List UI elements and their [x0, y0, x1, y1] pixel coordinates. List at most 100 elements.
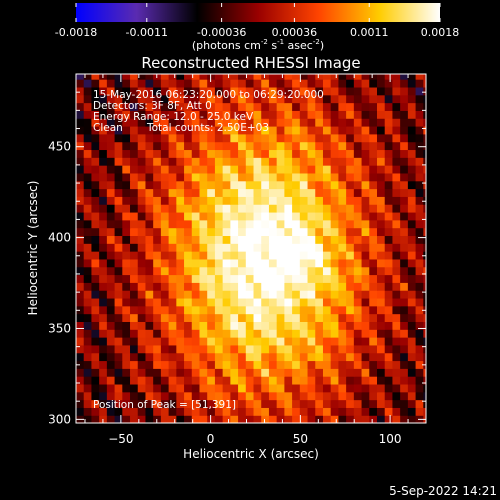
heatmap-cell: [400, 251, 409, 260]
heatmap-cell: [106, 376, 116, 385]
heatmap-cell: [130, 258, 139, 268]
heatmap-cell: [168, 407, 177, 416]
heatmap-cell: [276, 376, 285, 385]
heatmap-cell: [176, 243, 185, 252]
heatmap-cell: [276, 290, 285, 299]
heatmap-cell: [91, 329, 100, 338]
heatmap-cell: [145, 297, 154, 307]
heatmap-cell: [338, 188, 347, 197]
heatmap-cell: [261, 258, 270, 268]
heatmap-cell: [122, 149, 131, 158]
heatmap-cell: [338, 165, 347, 174]
heatmap-cell: [322, 149, 332, 158]
heatmap-cell: [176, 313, 185, 322]
heatmap-cell: [369, 235, 378, 244]
heatmap-cell: [114, 188, 123, 197]
heatmap-cell: [83, 204, 93, 213]
heatmap-cell: [384, 352, 394, 362]
heatmap-cell: [377, 415, 386, 423]
heatmap-cell: [377, 125, 386, 135]
heatmap-cell: [99, 102, 108, 111]
heatmap-cell: [106, 110, 116, 119]
heatmap-cell: [245, 258, 255, 268]
heatmap-cell: [261, 297, 270, 307]
heatmap-cell: [145, 102, 154, 111]
heatmap-cell: [353, 133, 363, 143]
heatmap-cell: [423, 344, 426, 354]
heatmap-cell: [369, 266, 378, 276]
heatmap-cell: [315, 235, 324, 244]
heatmap-cell: [299, 344, 309, 354]
heatmap-cell: [384, 344, 394, 354]
heatmap-cell: [400, 352, 409, 362]
heatmap-cell: [145, 204, 154, 213]
heatmap-cell: [122, 352, 131, 362]
heatmap-cell: [245, 196, 255, 205]
heatmap-cell: [214, 110, 224, 119]
heatmap-cell: [292, 243, 301, 252]
heatmap-cell: [99, 352, 108, 362]
heatmap-cell: [207, 94, 216, 104]
heatmap-cell: [207, 297, 216, 307]
heatmap-cell: [245, 133, 255, 143]
heatmap-cell: [377, 243, 386, 252]
heatmap-cell: [230, 165, 239, 174]
heatmap-cell: [361, 149, 370, 158]
heatmap-cell: [330, 391, 340, 401]
heatmap-cell: [238, 141, 247, 151]
heatmap-cell: [76, 313, 85, 322]
heatmap-cell: [76, 407, 85, 416]
heatmap-cell: [322, 266, 332, 276]
heatmap-cell: [83, 79, 93, 88]
heatmap-cell: [214, 188, 224, 197]
heatmap-cell: [392, 157, 401, 166]
heatmap-cell: [322, 399, 332, 408]
heatmap-cell: [369, 133, 378, 143]
heatmap-cell: [245, 360, 255, 369]
heatmap-cell: [168, 352, 177, 362]
heatmap-cell: [261, 125, 270, 135]
heatmap-cell: [415, 243, 424, 252]
heatmap-cell: [322, 196, 332, 205]
heatmap-cell: [230, 188, 239, 197]
heatmap-cell: [106, 274, 116, 283]
heatmap-cell: [76, 133, 85, 143]
heatmap-cell: [423, 157, 426, 166]
heatmap-cell: [114, 258, 123, 268]
heatmap-cell: [114, 329, 123, 338]
heatmap-cell: [284, 352, 293, 362]
heatmap-cell: [160, 266, 170, 276]
heatmap-cell: [137, 141, 147, 151]
heatmap-cell: [222, 227, 231, 237]
heatmap-cell: [361, 337, 370, 346]
heatmap-cell: [407, 282, 417, 291]
heatmap-cell: [130, 415, 139, 423]
x-tick-label: 0: [207, 432, 215, 446]
heatmap-cell: [176, 415, 185, 423]
heatmap-cell: [415, 251, 424, 260]
heatmap-cell: [315, 274, 324, 283]
heatmap-cell: [315, 305, 324, 315]
heatmap-cell: [400, 110, 409, 119]
heatmap-cell: [307, 305, 316, 315]
heatmap-cell: [137, 274, 147, 283]
heatmap-cell: [361, 266, 370, 276]
heatmap-cell: [369, 329, 378, 338]
heatmap-cell: [330, 415, 340, 423]
heatmap-cell: [361, 297, 370, 307]
heatmap-cell: [407, 180, 417, 190]
heatmap-cell: [284, 157, 293, 166]
heatmap-cell: [122, 321, 131, 330]
heatmap-cell: [207, 118, 216, 127]
heatmap-cell: [322, 352, 332, 362]
heatmap-cell: [330, 180, 340, 190]
heatmap-cell: [106, 305, 116, 315]
heatmap-cell: [292, 352, 301, 362]
heatmap-cell: [415, 274, 424, 283]
heatmap-cell: [276, 227, 285, 237]
heatmap-cell: [361, 94, 370, 104]
heatmap-cell: [137, 329, 147, 338]
heatmap-cell: [191, 188, 201, 197]
heatmap-cell: [83, 149, 93, 158]
heatmap-cell: [222, 360, 231, 369]
